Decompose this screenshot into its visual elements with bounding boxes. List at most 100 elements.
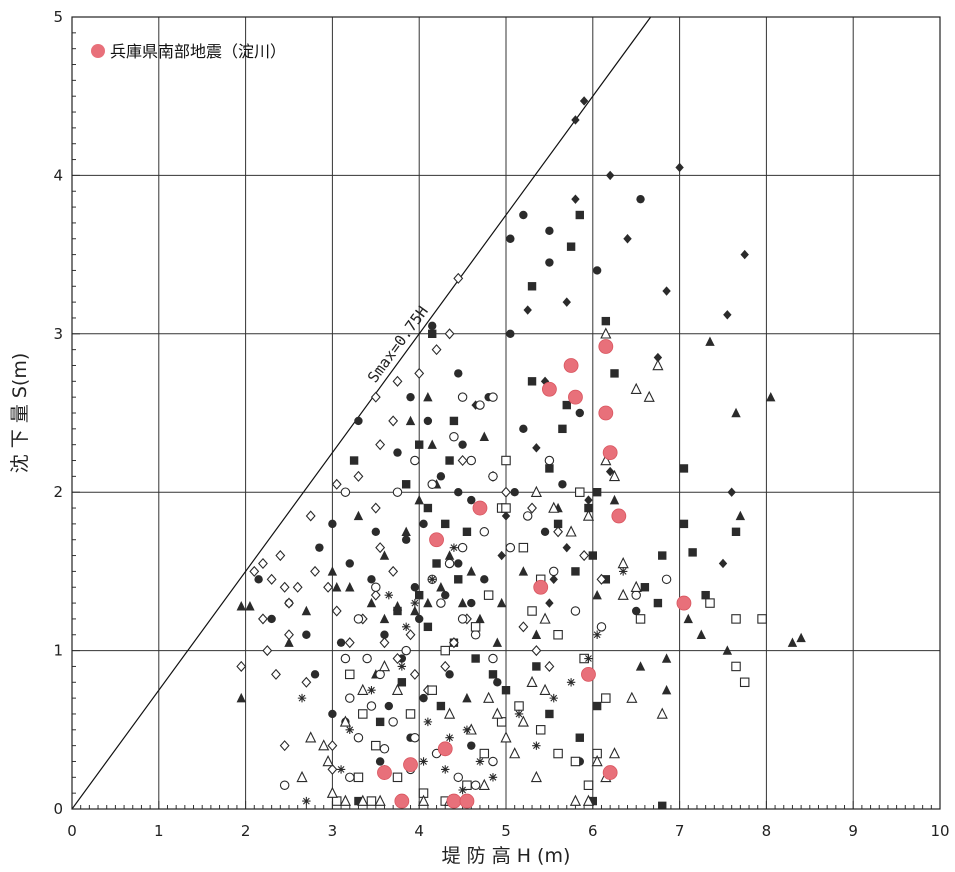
data-point-diamond-filled	[523, 305, 532, 315]
data-point-square-filled	[428, 329, 437, 338]
data-point-diamond-open	[258, 613, 268, 625]
data-point-diamond-open	[262, 645, 273, 657]
data-point-square-filled	[349, 456, 359, 465]
data-point-circle-filled	[632, 606, 641, 616]
data-point-square-filled	[527, 282, 537, 291]
data-point-diamond-open	[249, 565, 260, 577]
data-point-triangle-open	[296, 770, 308, 783]
data-point-square-filled	[640, 583, 650, 592]
x-axis-title: 堤 防 高 H (m)	[442, 845, 571, 867]
data-point-triangle-open	[656, 707, 668, 719]
data-point-square-open	[575, 487, 585, 497]
data-point-square-open	[739, 677, 750, 688]
data-point-diamond-open	[440, 660, 451, 672]
data-point-circle-filled	[315, 543, 324, 552]
data-point-triangle-open	[608, 469, 621, 482]
data-point-triangle-open	[491, 707, 503, 719]
data-point-triangle-open	[339, 715, 352, 727]
data-point-triangle-filled	[410, 605, 420, 616]
data-point-square-open	[527, 606, 537, 616]
data-point-asterisk	[302, 796, 311, 806]
data-point-highlight	[459, 793, 475, 809]
data-point-diamond-open	[284, 629, 294, 641]
data-point-triangle-filled	[353, 510, 364, 521]
data-point-diamond-open	[292, 581, 303, 593]
x-tick-label: 5	[501, 822, 511, 840]
data-point-triangle-open	[374, 794, 386, 806]
data-point-asterisk	[423, 717, 433, 727]
data-point-square-filled	[462, 527, 472, 536]
data-point-highlight	[437, 741, 453, 757]
data-point-circle-open	[488, 392, 498, 402]
data-point-circle-filled	[575, 408, 584, 418]
data-point-triangle-open	[565, 525, 577, 537]
data-point-square-open	[570, 756, 581, 767]
data-point-triangle-open	[608, 747, 621, 759]
data-point-triangle-filled	[327, 566, 338, 576]
data-point-highlight	[563, 358, 579, 373]
data-point-circle-open	[279, 780, 290, 790]
data-point-asterisk	[449, 543, 459, 552]
data-point-square-open	[601, 693, 611, 703]
data-point-triangle-filled	[379, 613, 390, 624]
data-point-diamond-open	[327, 740, 338, 752]
data-point-circle-filled	[506, 234, 515, 243]
data-point-triangle-filled	[796, 632, 806, 643]
data-point-highlight	[533, 579, 549, 595]
data-point-circle-filled	[467, 741, 476, 750]
data-point-asterisk	[428, 575, 437, 584]
legend-marker	[91, 44, 105, 58]
data-point-triangle-open	[357, 794, 369, 806]
reference-line-segment	[72, 17, 652, 809]
data-point-circle-open	[401, 645, 411, 656]
data-point-triangle-open	[582, 794, 595, 806]
data-point-circle-filled	[371, 527, 380, 536]
data-point-square-open	[731, 614, 741, 624]
data-point-diamond-filled	[571, 115, 580, 125]
data-point-highlight	[581, 666, 596, 682]
data-point-asterisk	[584, 654, 593, 663]
data-point-triangle-open	[539, 683, 551, 695]
data-point-square-open	[518, 542, 529, 553]
y-tick-label: 4	[53, 166, 63, 184]
data-point-triangle-filled	[683, 613, 693, 624]
data-point-circle-open	[522, 511, 533, 521]
data-point-circle-filled	[428, 321, 437, 331]
data-point-diamond-filled	[497, 550, 506, 561]
y-tick-label: 1	[53, 642, 63, 660]
data-point-asterisk	[297, 693, 307, 703]
data-point-square-open	[635, 614, 646, 624]
data-point-highlight	[676, 595, 692, 611]
data-point-diamond-open	[344, 637, 355, 649]
data-point-square-filled	[436, 701, 446, 711]
data-point-circle-open	[544, 455, 555, 466]
data-point-square-filled	[445, 456, 454, 465]
data-point-triangle-filled	[635, 661, 646, 671]
data-point-square-filled	[527, 377, 537, 386]
data-point-circle-open	[453, 772, 464, 783]
x-tick-label: 4	[414, 822, 424, 840]
data-point-asterisk	[401, 622, 411, 632]
data-point-triangle-filled	[444, 550, 455, 560]
data-point-square-open	[731, 661, 741, 672]
data-point-triangle-open	[318, 739, 330, 751]
data-point-square-open	[479, 748, 490, 759]
data-point-triangle-open	[443, 707, 456, 719]
data-point-square-open	[405, 709, 416, 719]
data-point-circle-open	[457, 542, 468, 553]
data-point-asterisk	[336, 765, 346, 774]
data-point-diamond-filled	[605, 466, 615, 477]
data-point-triangle-filled	[379, 550, 390, 560]
data-point-triangle-filled	[531, 629, 542, 639]
data-point-circle-filled	[328, 709, 337, 719]
data-point-square-filled	[653, 598, 663, 608]
data-point-square-filled	[592, 488, 602, 497]
data-point-diamond-open	[414, 367, 425, 379]
data-point-square-filled	[432, 559, 441, 568]
data-point-triangle-filled	[479, 431, 489, 441]
data-point-circle-filled	[419, 693, 428, 703]
data-point-highlight	[394, 793, 410, 809]
data-point-square-open	[483, 590, 494, 600]
data-point-square-filled	[610, 369, 619, 378]
data-point-diamond-filled	[718, 558, 728, 569]
